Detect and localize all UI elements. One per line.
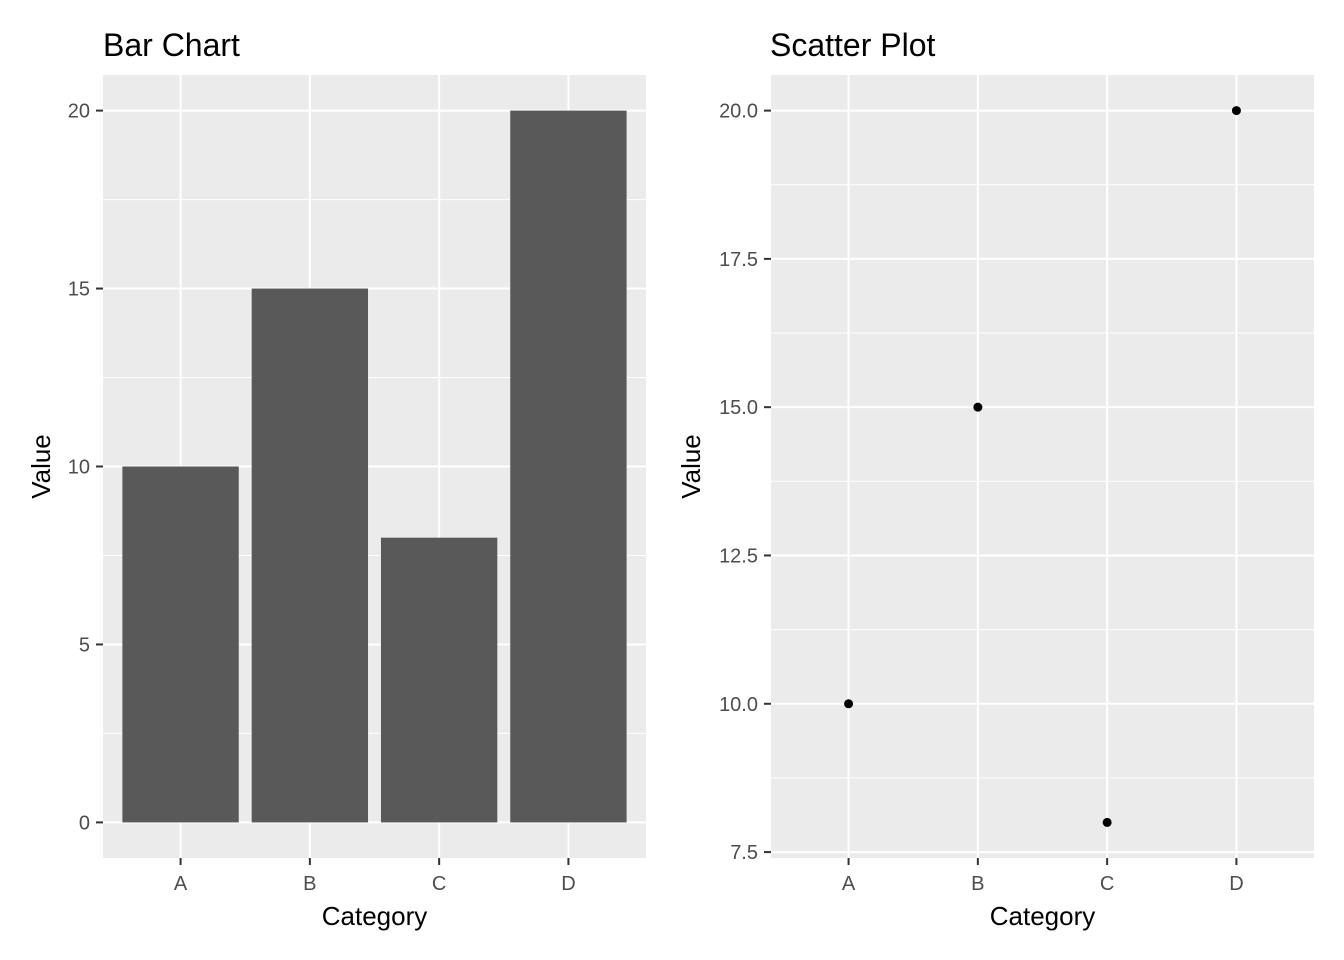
x-tick-label: D xyxy=(561,873,575,895)
y-tick-label: 15.0 xyxy=(719,397,758,419)
plot-background xyxy=(771,75,1314,858)
point-C xyxy=(1102,817,1112,827)
x-tick-label: D xyxy=(1229,873,1243,895)
y-axis-title: Value xyxy=(26,434,56,499)
chart-title: Scatter Plot xyxy=(770,27,936,63)
x-tick-label: C xyxy=(1100,873,1114,895)
y-tick-label: 17.5 xyxy=(719,249,758,271)
x-axis-title: Category xyxy=(990,901,1096,931)
y-tick-label: 12.5 xyxy=(719,545,758,567)
bar-B xyxy=(251,288,369,823)
y-tick-label: 20 xyxy=(68,101,90,123)
y-axis-title: Value xyxy=(676,434,706,499)
y-tick-label: 10.0 xyxy=(719,694,758,716)
y-tick-label: 5 xyxy=(79,634,90,656)
x-tick-label: A xyxy=(842,873,856,895)
x-tick-label: B xyxy=(303,873,316,895)
point-A xyxy=(844,699,854,709)
y-tick-label: 0 xyxy=(79,812,90,834)
point-D xyxy=(1231,106,1241,116)
scatter-plot-panel: 7.5 10.0 12.5 15.0 17.5 20.0 A B C D Scatter Plot C… xyxy=(676,27,1314,931)
x-tick-label: A xyxy=(174,873,188,895)
y-tick-label: 20.0 xyxy=(719,101,758,123)
point-B xyxy=(973,402,983,412)
bar-A xyxy=(122,466,239,823)
x-tick-label: B xyxy=(971,873,984,895)
bar-D xyxy=(510,110,627,823)
y-tick-label: 10 xyxy=(68,457,90,479)
bar-C xyxy=(380,537,498,823)
y-tick-label: 7.5 xyxy=(730,842,758,864)
x-axis-title: Category xyxy=(322,901,428,931)
y-tick-label: 15 xyxy=(68,279,90,301)
bar-chart-panel: 0 5 10 15 20 A B C D Bar Chart Category Value xyxy=(26,27,646,931)
x-tick-label: C xyxy=(432,873,446,895)
chart-title: Bar Chart xyxy=(103,27,240,63)
